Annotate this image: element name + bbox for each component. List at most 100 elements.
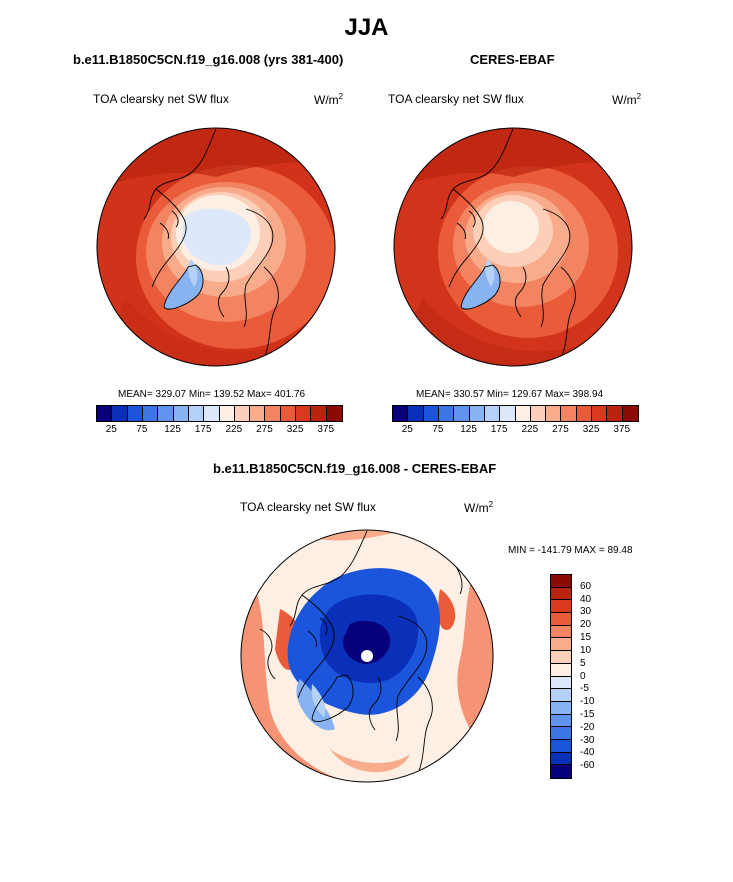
diff-panel-subtitle: TOA clearsky net SW flux <box>240 500 376 514</box>
colorbar-tick-label: 30 <box>580 606 592 618</box>
colorbar-swatch <box>546 406 562 421</box>
colorbar-tick-label: 0 <box>580 670 586 682</box>
colorbar-tick-label: 225 <box>521 424 539 435</box>
colorbar-tick-label: -10 <box>580 696 595 708</box>
colorbar-tick-label: 125 <box>164 424 181 435</box>
colorbar-swatch <box>551 638 571 652</box>
left-map-arctic-ice <box>182 208 251 266</box>
colorbar-tick-label: 15 <box>580 632 592 644</box>
right-panel-subtitle: TOA clearsky net SW flux <box>388 92 524 106</box>
colorbar-swatch <box>393 406 409 421</box>
colorbar-tick-label: -5 <box>580 683 589 695</box>
colorbar-tick-label: 40 <box>580 593 592 605</box>
diff-map <box>240 529 494 783</box>
colorbar-swatch <box>250 406 266 421</box>
colorbar-swatch <box>551 676 571 690</box>
colorbar-swatch <box>551 575 571 588</box>
colorbar-swatch <box>296 406 312 421</box>
colorbar-swatch <box>551 651 571 664</box>
colorbar-swatch <box>551 765 571 778</box>
colorbar-swatch <box>551 613 571 626</box>
colorbar-swatch <box>127 406 143 421</box>
colorbar-swatch <box>551 714 571 728</box>
colorbar-swatch <box>561 406 577 421</box>
right-colorbar-ticks: 25 75 125 175 225 275 325 375 <box>392 424 637 438</box>
colorbar-swatch <box>173 406 189 421</box>
diff-map-coastlines <box>259 530 463 775</box>
colorbar-tick-label: 75 <box>136 424 148 435</box>
colorbar-swatch <box>438 406 455 421</box>
colorbar-swatch <box>280 406 297 421</box>
colorbar-swatch <box>551 663 571 677</box>
colorbar-tick-label: 175 <box>490 424 508 435</box>
colorbar-swatch <box>311 406 327 421</box>
colorbar-swatch <box>551 752 571 766</box>
colorbar-swatch <box>515 406 531 421</box>
colorbar-tick-label: 275 <box>256 424 273 435</box>
colorbar-tick-label: -20 <box>580 721 595 733</box>
colorbar-tick-label: 275 <box>552 424 569 435</box>
diff-panel-units: W/m2 <box>464 500 494 515</box>
right-map <box>393 127 633 367</box>
main-title: JJA <box>344 14 389 41</box>
right-map-arctic-ice <box>483 201 539 253</box>
colorbar-swatch <box>592 406 608 421</box>
colorbar-swatch <box>454 406 470 421</box>
colorbar-tick-label: 60 <box>580 580 592 592</box>
colorbar-tick-label: 325 <box>286 424 304 435</box>
colorbar-swatch <box>112 406 128 421</box>
colorbar-swatch <box>158 406 174 421</box>
colorbar-tick-label: -40 <box>580 747 595 759</box>
colorbar-tick-label: -60 <box>580 760 595 772</box>
colorbar-tick-label: -30 <box>580 734 595 746</box>
left-colorbar-ticks: 25 75 125 175 225 275 325 375 <box>96 424 341 438</box>
colorbar-tick-label: 5 <box>580 657 586 669</box>
diff-panel-stats: MIN = -141.79 MAX = 89.48 <box>508 545 633 556</box>
colorbar-swatch <box>551 587 571 601</box>
colorbar-swatch <box>265 406 281 421</box>
colorbar-swatch <box>551 739 571 753</box>
colorbar-tick-label: 125 <box>460 424 477 435</box>
colorbar-swatch <box>204 406 220 421</box>
colorbar-swatch <box>469 406 485 421</box>
left-colorbar <box>96 405 343 422</box>
colorbar-swatch <box>234 406 251 421</box>
colorbar-swatch <box>576 406 593 421</box>
diff-colorbar-ticks: 60 40 30 20 15 10 5 0 -5 -10 -15 -20 -30 -40 -60 <box>580 574 620 779</box>
colorbar-tick-label: 75 <box>432 424 444 435</box>
colorbar-swatch <box>188 406 205 421</box>
colorbar-swatch <box>551 727 571 740</box>
colorbar-tick-label: 175 <box>194 424 212 435</box>
diff-map-pole-hole <box>361 650 373 662</box>
colorbar-swatch <box>326 406 342 421</box>
colorbar-tick-label: 325 <box>582 424 600 435</box>
colorbar-swatch <box>219 406 235 421</box>
left-panel-units: W/m2 <box>314 92 344 107</box>
left-panel-title: b.e11.B1850C5CN.f19_g16.008 (yrs 381-400… <box>73 52 344 67</box>
right-panel-title: CERES-EBAF <box>470 52 555 67</box>
colorbar-swatch <box>607 406 623 421</box>
colorbar-swatch <box>530 406 547 421</box>
colorbar-swatch <box>551 600 571 614</box>
colorbar-swatch <box>423 406 439 421</box>
diff-panel-title: b.e11.B1850C5CN.f19_g16.008 - CERES-EBAF <box>213 461 497 476</box>
colorbar-tick-label: 225 <box>225 424 243 435</box>
colorbar-swatch <box>484 406 501 421</box>
right-map-coastlines <box>440 128 576 360</box>
right-panel-stats: MEAN= 330.57 Min= 129.67 Max= 398.94 <box>416 389 604 400</box>
colorbar-swatch <box>551 701 571 715</box>
right-panel-units: W/m2 <box>612 92 642 107</box>
left-map <box>96 127 336 367</box>
left-map-coastlines <box>143 128 279 360</box>
colorbar-tick-label: 10 <box>580 644 592 656</box>
colorbar-swatch <box>551 689 571 702</box>
colorbar-swatch <box>408 406 424 421</box>
colorbar-swatch <box>500 406 516 421</box>
colorbar-swatch <box>142 406 159 421</box>
left-panel-subtitle: TOA clearsky net SW flux <box>93 92 229 106</box>
colorbar-swatch <box>97 406 113 421</box>
colorbar-swatch <box>622 406 638 421</box>
left-panel-stats: MEAN= 329.07 Min= 139.52 Max= 401.76 <box>118 389 306 400</box>
colorbar-tick-label: 20 <box>580 619 592 631</box>
colorbar-swatch <box>551 625 571 639</box>
